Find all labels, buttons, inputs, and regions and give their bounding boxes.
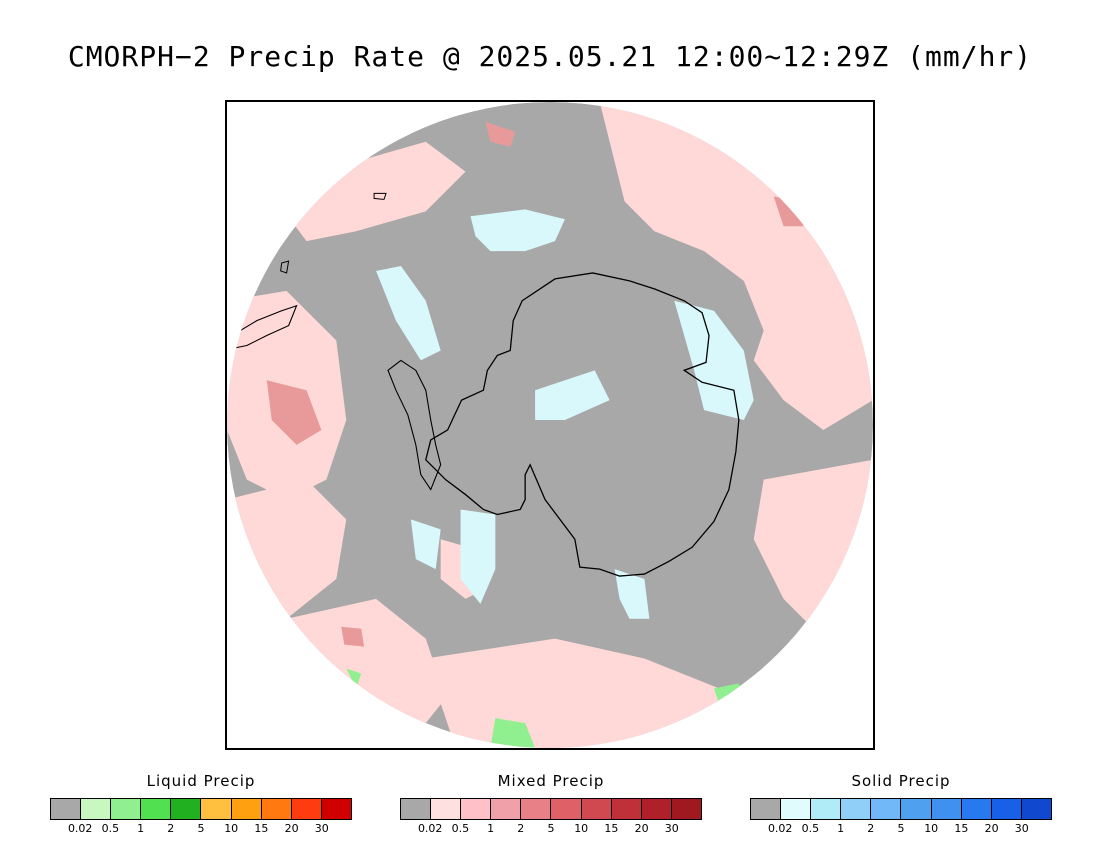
chart-title: CMORPH−2 Precip Rate @ 2025.05.21 12:00~…: [67, 40, 1033, 73]
legend-tick-label: 15: [604, 822, 619, 835]
legend-swatch: [611, 799, 642, 819]
antarctic-peninsula-coastline: [387, 359, 442, 491]
legend-swatch: [461, 799, 492, 819]
legend-tick-label: 5: [897, 822, 905, 835]
legend-swatch: [931, 799, 962, 819]
legend-swatch: [781, 799, 812, 819]
solid-precip-area: [614, 569, 650, 619]
mixed-precip-cell: [485, 121, 516, 147]
legend-tick-label: 0.5: [451, 822, 470, 835]
legend-swatch: [901, 799, 932, 819]
legend-swatch: [111, 799, 142, 819]
legend-swatches: [400, 798, 702, 820]
legend-title: Solid Precip: [851, 772, 951, 790]
legend-swatch: [291, 799, 322, 819]
legend-swatch: [991, 799, 1022, 819]
solid-precip-area: [376, 265, 441, 361]
legend-tick-label: 0.5: [101, 822, 120, 835]
legend-tick-label: 5: [197, 822, 205, 835]
legend-tick-label: 30: [1014, 822, 1029, 835]
legend-swatch: [51, 799, 82, 819]
legend-tick-label: 15: [254, 822, 269, 835]
legend-swatch: [401, 799, 432, 819]
legend-tick-label: 20: [284, 822, 299, 835]
legend-title: Mixed Precip: [497, 772, 605, 790]
map-panel: [225, 100, 875, 750]
legend-swatch: [81, 799, 112, 819]
legend-tick-label: 30: [314, 822, 329, 835]
mixed-precip-moderate-regions: [266, 121, 804, 647]
map-background-disc: [227, 102, 873, 748]
solid-precip-area: [535, 370, 610, 421]
legend-tick-label: 2: [867, 822, 875, 835]
legend-tick-label: 1: [487, 822, 495, 835]
legend-title: Liquid Precip: [146, 772, 256, 790]
legend-tick-label: 0.02: [67, 822, 93, 835]
legend-swatch: [871, 799, 902, 819]
legend-swatch: [201, 799, 232, 819]
legend-tick-label: 1: [837, 822, 845, 835]
legend-swatch: [431, 799, 462, 819]
mixed-precip-area: [783, 618, 873, 739]
legend-tick-label: 20: [984, 822, 999, 835]
legend-tick-label: 10: [924, 822, 939, 835]
legend-swatch: [961, 799, 992, 819]
legend-swatches: [50, 798, 352, 820]
solid-precip-area: [460, 509, 496, 604]
liquid-precip-area: [490, 718, 536, 748]
legend-tick-label: 0.02: [417, 822, 443, 835]
solid-precip-area: [470, 209, 565, 252]
legend-swatch: [321, 799, 351, 819]
mixed-precip-cell: [266, 380, 322, 445]
island-coastline: [373, 192, 387, 200]
legend-ticks: 0.02 0.5 1 2 5 10 15 20 30: [750, 822, 1052, 836]
legend-mixed-precip: Mixed Precip 0.02 0.5 1 2 5 10 15 20 30: [400, 772, 702, 836]
solid-precip-area: [410, 519, 441, 570]
legend-liquid-precip: Liquid Precip 0.02 0.5 1 2 5 10 15 20 30: [50, 772, 352, 836]
antarctica-coastline: [425, 272, 740, 577]
legend-tick-label: 1: [137, 822, 145, 835]
liquid-precip-regions: [346, 668, 744, 748]
legend-tick-label: 10: [574, 822, 589, 835]
south-america-tip-coastline: [231, 304, 298, 350]
legend-tick-label: 2: [517, 822, 525, 835]
legend-swatch: [751, 799, 782, 819]
legend-tick-label: 20: [634, 822, 649, 835]
legend-tick-label: 0.5: [801, 822, 820, 835]
legend-swatch: [841, 799, 872, 819]
legend-swatch: [521, 799, 552, 819]
legend-swatch: [141, 799, 172, 819]
legend-swatch: [1021, 799, 1051, 819]
polar-map: [227, 102, 873, 748]
legend-ticks: 0.02 0.5 1 2 5 10 15 20 30: [400, 822, 702, 836]
legend-tick-label: 30: [664, 822, 679, 835]
legend-ticks: 0.02 0.5 1 2 5 10 15 20 30: [50, 822, 352, 836]
legend-swatch: [671, 799, 701, 819]
mixed-precip-cell: [341, 626, 365, 647]
legend-swatch: [811, 799, 842, 819]
legend-tick-label: 0.02: [767, 822, 793, 835]
legend-solid-precip: Solid Precip 0.02 0.5 1 2 5 10 15 20 30: [750, 772, 1052, 836]
mixed-precip-area: [276, 141, 466, 242]
legend-swatch: [641, 799, 672, 819]
legend-swatches: [750, 798, 1052, 820]
liquid-precip-area: [346, 668, 362, 689]
island-coastline: [280, 260, 290, 274]
legend-swatch: [171, 799, 202, 819]
legend-swatch: [551, 799, 582, 819]
legend-tick-label: 5: [547, 822, 555, 835]
legend-swatch: [261, 799, 292, 819]
legend-swatch: [231, 799, 262, 819]
legend-tick-label: 10: [224, 822, 239, 835]
legend-swatch: [491, 799, 522, 819]
legend-swatch: [581, 799, 612, 819]
legend-tick-label: 15: [954, 822, 969, 835]
legend-tick-label: 2: [167, 822, 175, 835]
